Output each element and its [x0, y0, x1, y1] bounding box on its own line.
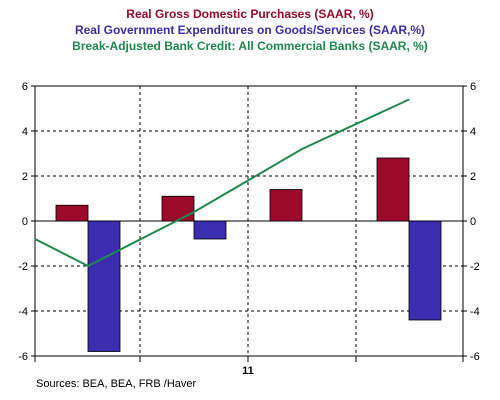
bar-gdp-purchases-3 [376, 157, 410, 222]
y-tick-label-right-6: 6 [470, 81, 476, 93]
chart-titles: Real Gross Domestic Purchases (SAAR, %) … [0, 6, 500, 54]
y-tick-label-right-1: -4 [470, 306, 480, 318]
y-tick-label-right-2: -2 [470, 261, 480, 273]
y-tick-label-left-4: 2 [22, 171, 28, 183]
y-tick-label-left-0: -6 [18, 351, 28, 363]
y-tick-label-left-3: 0 [22, 216, 28, 228]
line-point-bank-credit-3 [301, 148, 303, 150]
y-tick-label-right-5: 4 [470, 126, 476, 138]
legend-title-3: Break-Adjusted Bank Credit: All Commerci… [72, 39, 428, 53]
source-note: Sources: BEA, BEA, FRB /Haver [36, 378, 197, 390]
bar-gdp-purchases-0 [55, 204, 89, 222]
bar-gdp-purchases-1 [161, 195, 195, 222]
legend-title-1: Real Gross Domestic Purchases (SAAR, %) [126, 7, 374, 21]
y-tick-label-left-2: -2 [18, 261, 28, 273]
line-point-bank-credit-4 [408, 99, 410, 100]
bar-gov-expenditures-1 [193, 220, 227, 240]
y-tick-label-left-5: 4 [22, 126, 28, 138]
bar-gov-expenditures-3 [408, 220, 442, 321]
y-tick-label-left-6: 6 [22, 81, 28, 93]
bar-gov-expenditures-0 [87, 220, 121, 352]
line-point-bank-credit-0 [34, 238, 36, 240]
legend-title-2: Real Government Expenditures on Goods/Se… [74, 23, 426, 37]
y-tick-label-left-1: -4 [18, 306, 28, 318]
bar-gdp-purchases-2 [269, 189, 303, 222]
line-point-bank-credit-1 [87, 265, 89, 267]
x-tick-label: 11 [242, 365, 254, 377]
y-tick-label-right-3: 0 [470, 216, 476, 228]
y-tick-label-right-0: -6 [470, 351, 480, 363]
y-tick-label-right-4: 2 [470, 171, 476, 183]
line-point-bank-credit-2 [193, 211, 195, 213]
